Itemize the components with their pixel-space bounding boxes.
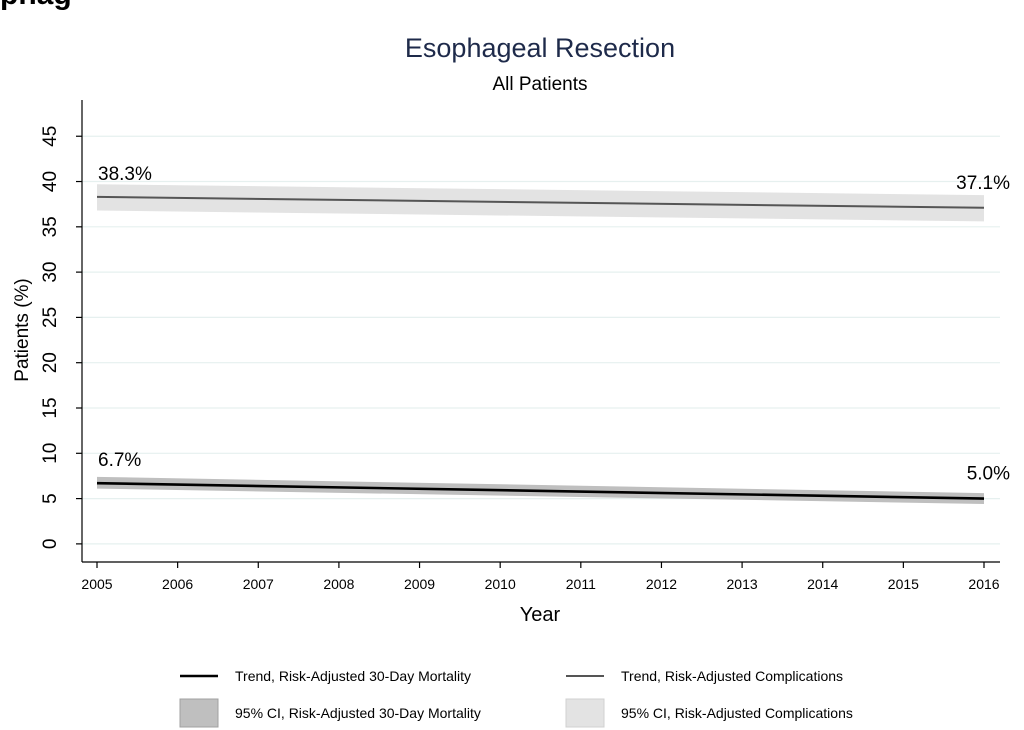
y-tick-label: 15 [40,397,61,418]
plot-area: 6.7% 5.0% 38.3% 37.1% 0 5 10 15 20 25 30 35 40 45 2005… [40,100,1010,592]
y-tick-label: 5 [40,493,61,504]
x-tick-label: 2007 [243,576,274,592]
y-tick-label: 0 [40,539,61,550]
y-axis-title: Patients (%) [12,278,33,381]
x-tick-label: 2008 [323,576,354,592]
page-heading: phag [0,0,72,12]
y-tick-label: 35 [40,216,61,237]
start-value-label-complications: 38.3% [98,164,152,185]
trend-line-complications [96,195,985,209]
start-value-label-mortality: 6.7% [98,450,141,471]
legend-label-mortality-trend: Trend, Risk-Adjusted 30-Day Mortality [235,668,471,684]
legend-label-complications-trend: Trend, Risk-Adjusted Complications [621,668,843,684]
end-value-label-mortality: 5.0% [967,464,1010,485]
y-tick-label: 10 [40,443,61,464]
x-tick-label: 2009 [404,576,435,592]
y-tick-label: 45 [40,126,61,147]
legend-label-complications-ci: 95% CI, Risk-Adjusted Complications [621,705,853,721]
legend-swatch-mortality-ci [179,698,219,728]
chart-subtitle: All Patients [492,74,587,95]
legend-swatch-complications-ci [565,698,605,728]
y-tick-label: 25 [40,307,61,328]
y-tick-label: 40 [40,171,61,192]
legend-label-mortality-ci: 95% CI, Risk-Adjusted 30-Day Mortality [235,705,481,721]
x-tick-label: 2014 [807,576,838,592]
x-tick-label: 2012 [646,576,677,592]
x-tick-label: 2013 [727,576,758,592]
x-tick-label: 2016 [968,576,999,592]
legend: Trend, Risk-Adjusted 30-Day Mortality Tre… [179,668,853,728]
end-value-label-complications: 37.1% [956,173,1010,194]
x-tick-label: 2010 [485,576,516,592]
x-tick-label: 2006 [162,576,193,592]
y-tick-label: 30 [40,262,61,283]
x-tick-label: 2015 [888,576,919,592]
y-tick-label: 20 [40,352,61,373]
x-tick-label: 2011 [566,576,596,592]
x-axis-title: Year [520,604,561,626]
chart-title: Esophageal Resection [405,33,675,63]
trend-line-mortality [96,481,985,500]
x-tick-label: 2005 [81,576,112,592]
